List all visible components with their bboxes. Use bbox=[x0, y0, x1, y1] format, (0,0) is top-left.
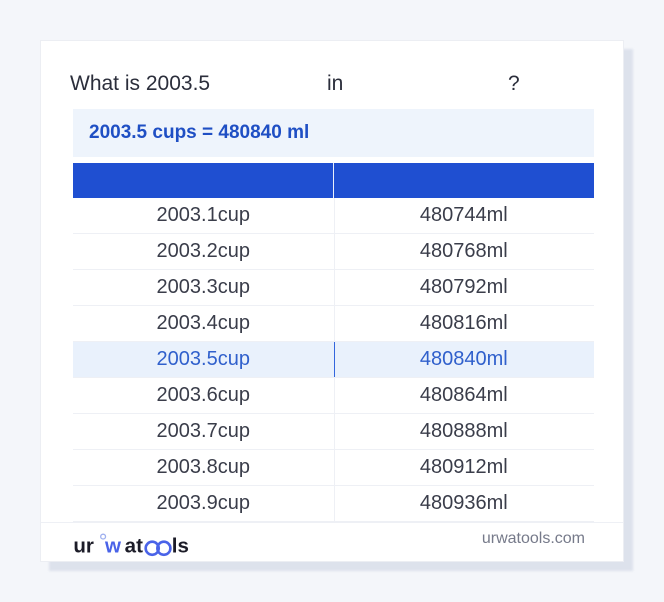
svg-text:ur: ur bbox=[73, 534, 94, 557]
svg-text:at: at bbox=[125, 534, 143, 557]
svg-text:ls: ls bbox=[172, 534, 189, 557]
svg-text:w: w bbox=[104, 534, 121, 557]
